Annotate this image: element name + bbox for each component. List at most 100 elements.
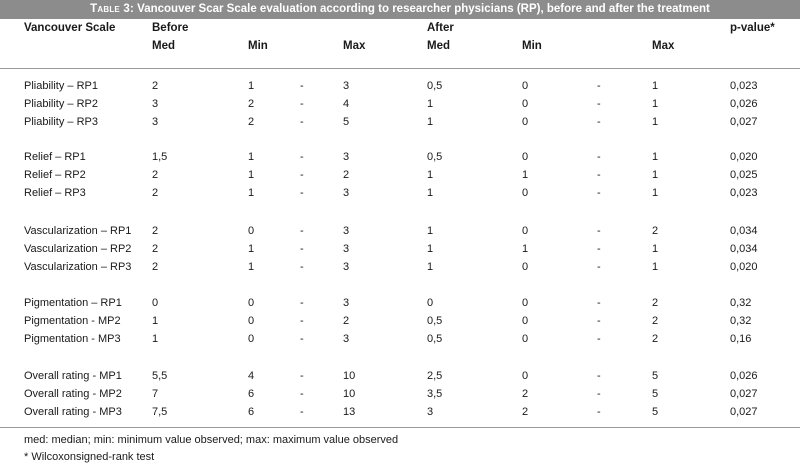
after-med: 1 xyxy=(427,261,434,273)
header-divider xyxy=(0,68,800,69)
before-max: 3 xyxy=(343,225,350,237)
before-med: 2 xyxy=(152,243,159,255)
before-max: 2 xyxy=(343,169,350,181)
after-med: 2,5 xyxy=(427,370,443,382)
before-med: 7 xyxy=(152,388,159,400)
header-vancouver-scale: Vancouver Scale xyxy=(24,22,116,34)
before-max: 3 xyxy=(343,80,350,92)
before-range-dash: - xyxy=(300,261,304,273)
before-range-dash: - xyxy=(300,116,304,128)
before-min: 4 xyxy=(248,370,255,382)
after-max: 1 xyxy=(652,80,659,92)
after-min: 0 xyxy=(522,261,529,273)
before-range-dash: - xyxy=(300,297,304,309)
before-range-dash: - xyxy=(300,98,304,110)
after-max: 2 xyxy=(652,333,659,345)
table-caption: Table 3: Vancouver Scar Scale evaluation… xyxy=(0,0,800,19)
before-med: 5,5 xyxy=(152,370,168,382)
after-min: 2 xyxy=(522,406,529,418)
header-before-max: Max xyxy=(343,40,366,52)
row-label: Overall rating - MP3 xyxy=(24,406,122,418)
after-max: 5 xyxy=(652,370,659,382)
after-max: 1 xyxy=(652,261,659,273)
before-med: 3 xyxy=(152,116,159,128)
before-max: 4 xyxy=(343,98,350,110)
after-max: 1 xyxy=(652,116,659,128)
before-max: 2 xyxy=(343,315,350,327)
after-range-dash: - xyxy=(597,225,601,237)
after-max: 2 xyxy=(652,297,659,309)
after-max: 1 xyxy=(652,151,659,163)
row-label: Pigmentation - MP2 xyxy=(24,315,121,327)
footnote-abbreviations: med: median; min: minimum value observed… xyxy=(24,434,399,446)
row-label: Overall rating - MP2 xyxy=(24,388,122,400)
after-min: 1 xyxy=(522,243,529,255)
before-min: 1 xyxy=(248,151,255,163)
before-min: 0 xyxy=(248,333,255,345)
before-min: 1 xyxy=(248,243,255,255)
before-min: 0 xyxy=(248,225,255,237)
row-label: Pliability – RP1 xyxy=(24,80,98,92)
after-range-dash: - xyxy=(597,406,601,418)
before-min: 6 xyxy=(248,406,255,418)
p-value: 0,027 xyxy=(730,388,758,400)
header-before-med: Med xyxy=(152,40,175,52)
after-max: 5 xyxy=(652,388,659,400)
after-max: 1 xyxy=(652,98,659,110)
after-max: 5 xyxy=(652,406,659,418)
after-range-dash: - xyxy=(597,261,601,273)
p-value: 0,026 xyxy=(730,370,758,382)
before-max: 3 xyxy=(343,151,350,163)
after-min: 0 xyxy=(522,151,529,163)
before-min: 1 xyxy=(248,261,255,273)
row-label: Vascularization – RP2 xyxy=(24,243,132,255)
before-range-dash: - xyxy=(300,151,304,163)
before-med: 1 xyxy=(152,315,159,327)
after-med: 1 xyxy=(427,187,434,199)
table-caption-text: Vancouver Scar Scale evaluation accordin… xyxy=(133,3,710,15)
before-max: 3 xyxy=(343,187,350,199)
after-range-dash: - xyxy=(597,151,601,163)
after-med: 1 xyxy=(427,98,434,110)
before-range-dash: - xyxy=(300,406,304,418)
after-range-dash: - xyxy=(597,169,601,181)
before-max: 13 xyxy=(343,406,356,418)
before-med: 0 xyxy=(152,297,159,309)
after-min: 0 xyxy=(522,116,529,128)
after-range-dash: - xyxy=(597,98,601,110)
before-range-dash: - xyxy=(300,333,304,345)
after-range-dash: - xyxy=(597,243,601,255)
after-range-dash: - xyxy=(597,388,601,400)
after-min: 0 xyxy=(522,370,529,382)
after-med: 3 xyxy=(427,406,434,418)
after-range-dash: - xyxy=(597,370,601,382)
before-med: 2 xyxy=(152,169,159,181)
after-range-dash: - xyxy=(597,187,601,199)
before-min: 2 xyxy=(248,98,255,110)
p-value: 0,034 xyxy=(730,243,758,255)
header-after: After xyxy=(427,22,454,34)
p-value: 0,025 xyxy=(730,169,758,181)
before-range-dash: - xyxy=(300,370,304,382)
row-label: Pliability – RP2 xyxy=(24,98,98,110)
before-min: 6 xyxy=(248,388,255,400)
after-min: 0 xyxy=(522,187,529,199)
before-range-dash: - xyxy=(300,388,304,400)
after-med: 1 xyxy=(427,225,434,237)
after-range-dash: - xyxy=(597,315,601,327)
before-max: 5 xyxy=(343,116,350,128)
after-min: 2 xyxy=(522,388,529,400)
p-value: 0,020 xyxy=(730,151,758,163)
after-med: 0,5 xyxy=(427,315,443,327)
before-range-dash: - xyxy=(300,169,304,181)
after-range-dash: - xyxy=(597,116,601,128)
after-max: 2 xyxy=(652,315,659,327)
before-range-dash: - xyxy=(300,80,304,92)
p-value: 0,023 xyxy=(730,80,758,92)
row-label: Vascularization – RP1 xyxy=(24,225,132,237)
after-max: 2 xyxy=(652,225,659,237)
before-med: 2 xyxy=(152,80,159,92)
header-after-max: Max xyxy=(652,40,675,52)
before-max: 3 xyxy=(343,261,350,273)
before-med: 7,5 xyxy=(152,406,168,418)
